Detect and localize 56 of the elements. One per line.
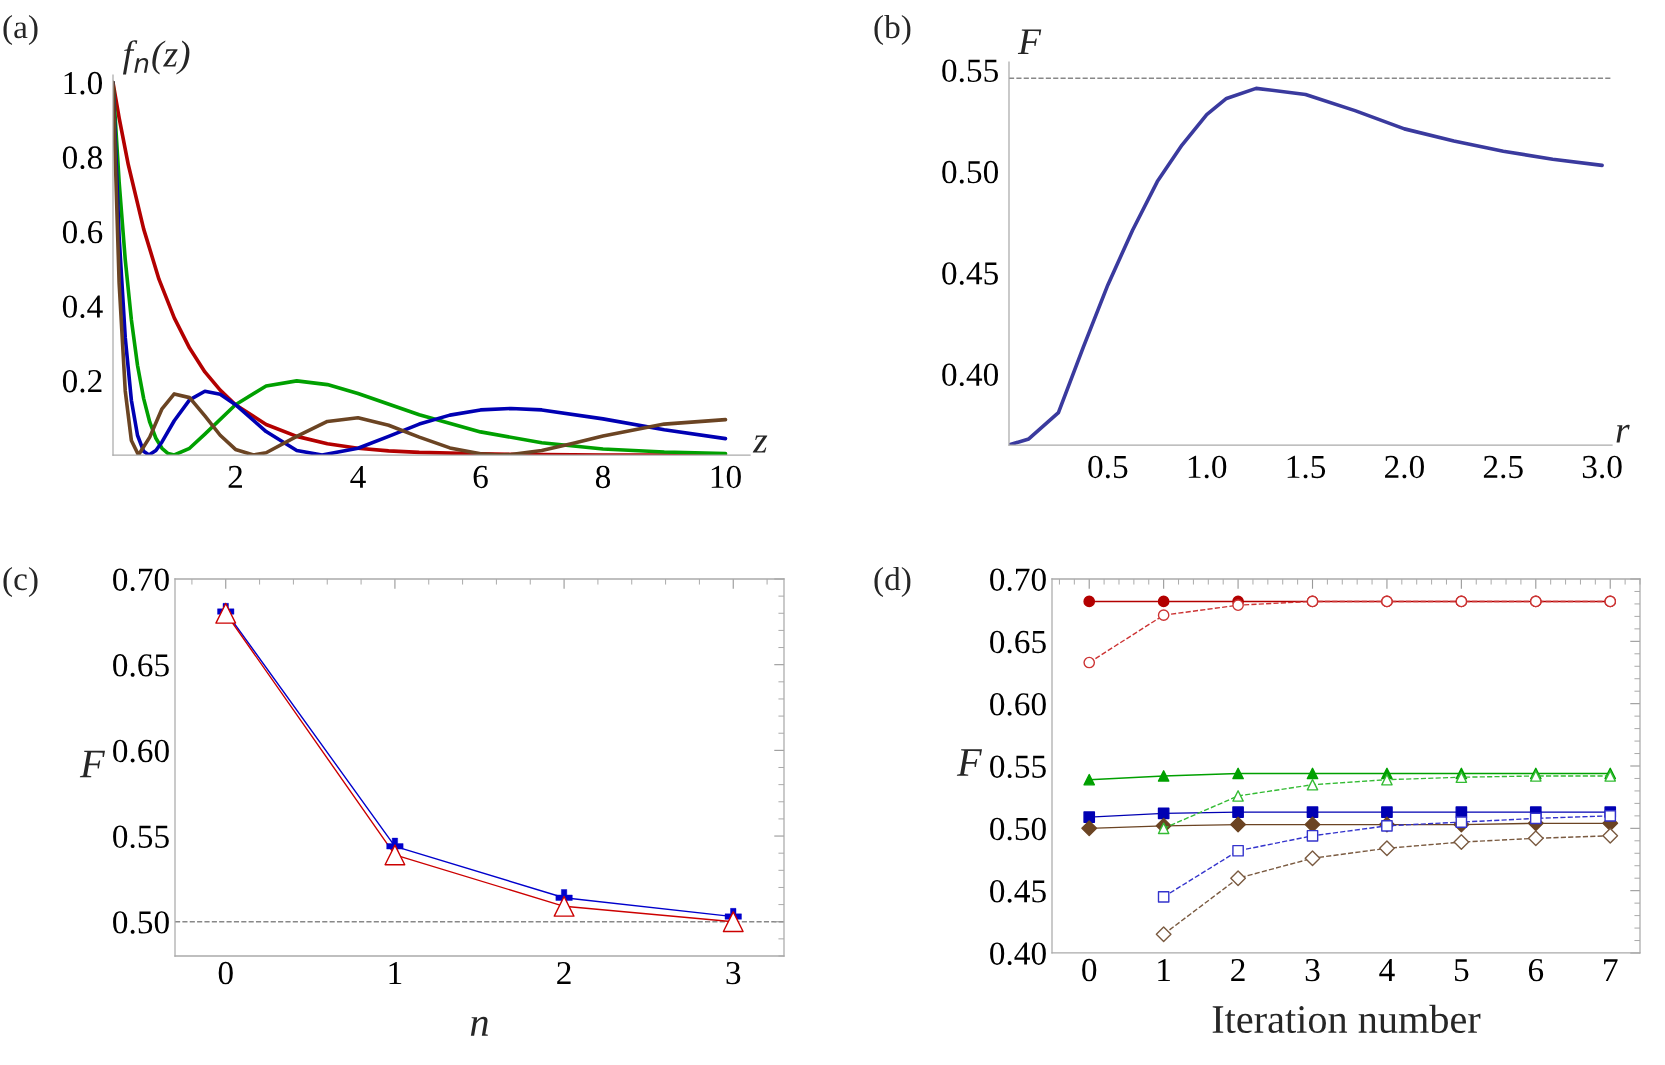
x-tick-label: 1.0: [1188, 455, 1227, 479]
y-tick-label: 0.50: [990, 817, 1046, 841]
chart-title: (d): [874, 566, 911, 598]
y-tick-label: 0.65: [990, 630, 1046, 654]
y-axis-title: F: [956, 749, 982, 776]
chart-title: (b): [874, 14, 911, 46]
y-tick-label: 0.70: [990, 568, 1046, 592]
x-tick-label: 2: [557, 961, 571, 984]
y-axis-title: f$_{n}$(z): [122, 40, 190, 75]
y-tick-label: 0.40: [990, 942, 1046, 966]
y-tick-label: 0.70: [113, 568, 169, 592]
x-axis-title: n: [470, 1016, 488, 1036]
y-tick-label: 0.50: [113, 911, 169, 934]
y-tick-label: 0.8: [62, 146, 103, 169]
x-tick-label: 0: [1082, 958, 1097, 982]
y-tick-label: 0.55: [942, 59, 998, 83]
x-tick-label: 2.5: [1483, 455, 1523, 479]
chart-title: (c): [3, 566, 38, 598]
x-tick-label: 3: [726, 961, 741, 985]
x-tick-label: 2.0: [1385, 455, 1424, 479]
x-axis-title: z: [752, 435, 768, 453]
y-tick-label: 0.2: [62, 369, 102, 393]
y-tick-label: 0.60: [990, 693, 1046, 716]
y-axis-title: F: [79, 750, 105, 778]
y-axis-title: F: [1017, 29, 1042, 55]
y-tick-label: 0.60: [113, 739, 169, 763]
x-tick-label: 3.0: [1582, 455, 1622, 479]
y-tick-label: 0.4: [62, 295, 103, 319]
chart-title: (a): [3, 14, 38, 46]
x-tick-label: 3: [1305, 958, 1320, 982]
x-tick-label: 2: [1231, 958, 1245, 981]
x-tick-label: 10: [711, 465, 741, 489]
y-tick-label: 0.55: [113, 825, 169, 849]
y-tick-label: 0.55: [990, 755, 1046, 779]
x-tick-label: 0: [218, 961, 233, 985]
x-tick-label: 8: [595, 465, 611, 489]
x-tick-label: 1.5: [1287, 455, 1326, 479]
x-tick-label: 5: [1454, 959, 1469, 982]
x-tick-label: 6: [1528, 958, 1544, 982]
x-tick-label: 4: [1379, 959, 1395, 981]
x-tick-label: 0.5: [1088, 455, 1128, 479]
y-tick-label: 0.40: [942, 363, 999, 387]
y-tick-label: 0.45: [990, 880, 1046, 903]
x-axis-title: r: [1616, 424, 1630, 443]
x-tick-label: 7: [1604, 959, 1618, 981]
x-tick-label: 4: [350, 465, 366, 488]
x-tick-label: 1: [1158, 958, 1170, 981]
y-tick-label: 0.6: [62, 220, 103, 244]
y-tick-label: 0.45: [942, 262, 998, 285]
x-tick-label: 2: [228, 465, 242, 488]
x-axis-title: Iteration number: [1212, 1004, 1481, 1034]
x-tick-label: 1: [389, 961, 402, 984]
y-tick-label: 1.0: [64, 71, 103, 95]
x-tick-label: 6: [473, 465, 488, 489]
y-tick-label: 0.50: [942, 160, 999, 184]
y-tick-label: 0.65: [113, 654, 169, 677]
